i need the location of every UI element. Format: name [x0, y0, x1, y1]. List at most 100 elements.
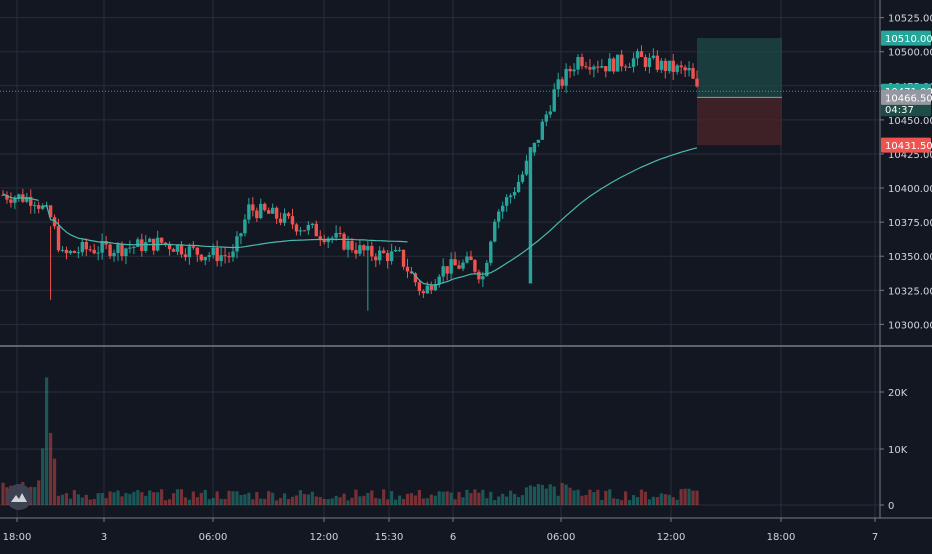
- volume-bar: [584, 495, 588, 505]
- candle-body: [667, 60, 671, 71]
- volume-bar: [140, 492, 144, 505]
- volume-bar: [120, 496, 124, 505]
- price-tick-label: 10525.00: [888, 14, 932, 25]
- loss-zone: [697, 97, 782, 146]
- candle-body: [584, 66, 588, 68]
- volume-bar: [374, 497, 378, 505]
- stop-price-badge-text: 10431.50: [885, 141, 932, 152]
- candle-body: [302, 230, 307, 232]
- volume-bar: [366, 492, 370, 505]
- candle-body: [370, 245, 374, 257]
- candle-body: [68, 250, 73, 254]
- volume-bar: [651, 496, 655, 505]
- candle-body: [417, 282, 422, 292]
- candle-body: [215, 247, 219, 262]
- candle-body: [354, 250, 358, 254]
- candle-body: [612, 58, 616, 72]
- candle-body: [310, 223, 315, 225]
- tradingview-logo-icon[interactable]: [6, 484, 32, 510]
- candle-body: [278, 218, 283, 223]
- candle-body: [469, 256, 473, 261]
- candle-body: [179, 244, 184, 255]
- candle-body: [199, 254, 203, 261]
- candle-body: [409, 271, 414, 274]
- volume-bar: [378, 498, 382, 505]
- volume-tick-label: 20K: [888, 388, 908, 399]
- volume-bar: [80, 497, 84, 505]
- volume-bar: [600, 499, 604, 505]
- countdown-badge-bg: [881, 102, 931, 117]
- volume-bar: [489, 491, 493, 505]
- candle-body: [500, 205, 505, 212]
- volume-bar: [683, 488, 687, 505]
- volume-bar: [596, 489, 600, 505]
- candle-body: [124, 248, 128, 257]
- candle-body: [679, 65, 683, 68]
- candle-body: [128, 247, 132, 249]
- candle-body: [80, 241, 85, 253]
- candle-body: [338, 232, 342, 234]
- candle-body: [56, 226, 61, 251]
- candle-body: [255, 210, 259, 219]
- candle-body: [497, 211, 501, 222]
- candle-body: [64, 249, 69, 254]
- time-tick-label: 6: [450, 532, 456, 543]
- volume-bar: [286, 499, 291, 505]
- volume-bar: [505, 496, 509, 505]
- volume-bar: [45, 377, 49, 505]
- candle-body: [9, 199, 13, 203]
- volume-bar: [128, 493, 132, 505]
- candle-body: [382, 250, 386, 254]
- candle-body: [647, 57, 652, 67]
- candle-body: [183, 254, 188, 258]
- candle-body: [171, 249, 176, 252]
- candle-body: [362, 245, 366, 251]
- volume-bar: [132, 491, 136, 505]
- volume-bar: [612, 498, 616, 505]
- volume-bar: [334, 495, 338, 505]
- volume-bar: [163, 500, 168, 505]
- volume-tick-label: 10K: [888, 445, 908, 456]
- volume-bar: [33, 487, 37, 505]
- volume-bar: [72, 490, 76, 505]
- countdown-badge: 04:37: [881, 102, 931, 117]
- candle-body: [564, 68, 568, 86]
- candle-body: [247, 204, 251, 220]
- candle-body: [691, 68, 695, 79]
- volume-bar: [469, 493, 473, 505]
- candle-body: [608, 58, 612, 72]
- volume-bar: [100, 492, 104, 505]
- stop-price-badge: 10431.50: [881, 137, 932, 153]
- price-tick-label: 10425.00: [888, 150, 932, 161]
- candle-body: [270, 207, 275, 214]
- candle-body: [453, 259, 457, 266]
- volume-bar: [409, 493, 414, 505]
- candle-body: [445, 266, 449, 274]
- candle-body: [203, 257, 207, 261]
- candle-body: [187, 246, 192, 258]
- volume-bar: [116, 490, 120, 505]
- time-axis[interactable]: 18:00 3 06:00 12:00 15:30 6 06:00 12:00 18:00 7: [3, 518, 879, 543]
- profit-zone: [697, 38, 782, 98]
- volume-bar: [310, 491, 314, 505]
- volume-bar: [397, 495, 402, 505]
- long-position-tool[interactable]: [697, 38, 782, 146]
- volume-bar: [68, 498, 73, 505]
- candle-body: [108, 244, 112, 257]
- volume-bar: [485, 498, 489, 505]
- candle-body: [88, 249, 92, 251]
- candle-body: [5, 195, 9, 200]
- volume-bar: [179, 489, 184, 505]
- candle-body: [639, 51, 644, 58]
- volume-bar: [251, 499, 255, 505]
- candle-body: [92, 249, 96, 254]
- candle-body: [116, 244, 120, 253]
- candle-body: [528, 147, 533, 284]
- entry-price-badge: 10466.50: [881, 89, 932, 105]
- candle-body: [401, 249, 406, 267]
- volume-bar: [647, 499, 652, 505]
- candle-body: [631, 58, 636, 67]
- volume-bar: [635, 497, 640, 505]
